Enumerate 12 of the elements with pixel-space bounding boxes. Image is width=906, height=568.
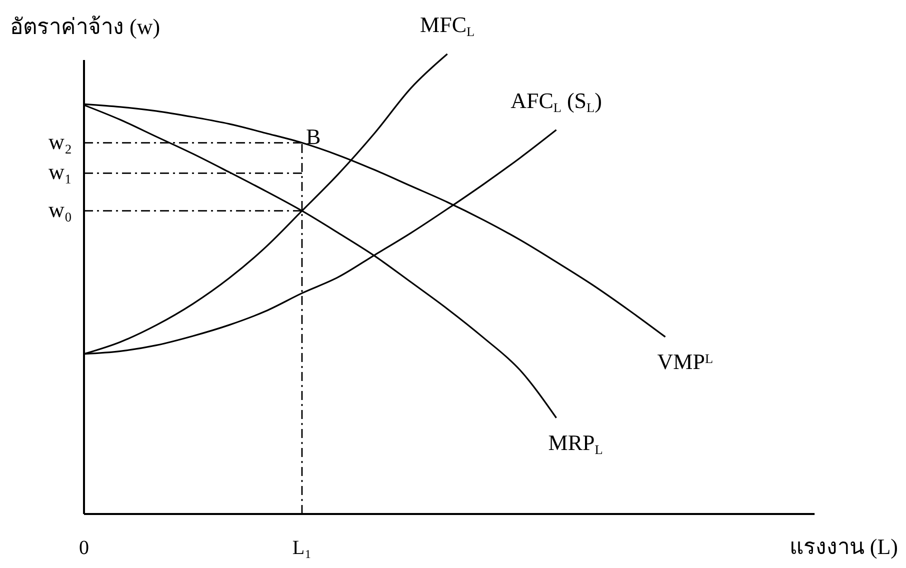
annotation: B bbox=[306, 124, 321, 149]
ref-line-label: w₂ bbox=[48, 128, 72, 154]
x-tick-label: 0 bbox=[79, 537, 89, 559]
x-tick-label: L₁ bbox=[292, 537, 312, 559]
ref-line-label: w₁ bbox=[48, 159, 72, 184]
series-label: VMP$^{L}$ bbox=[657, 348, 714, 374]
y-axis-title: อัตราค่าจ้าง (w) bbox=[10, 14, 160, 39]
series-label: MRP$_{L}$ bbox=[548, 430, 603, 457]
series-label: MFC$_{L}$ bbox=[420, 12, 475, 39]
ref-line-label: w₀ bbox=[48, 196, 72, 222]
x-axis-title: แรงงาน (L) bbox=[789, 534, 898, 559]
series-label: AFC$_{L}$ (S$_{L}$) bbox=[510, 88, 602, 115]
